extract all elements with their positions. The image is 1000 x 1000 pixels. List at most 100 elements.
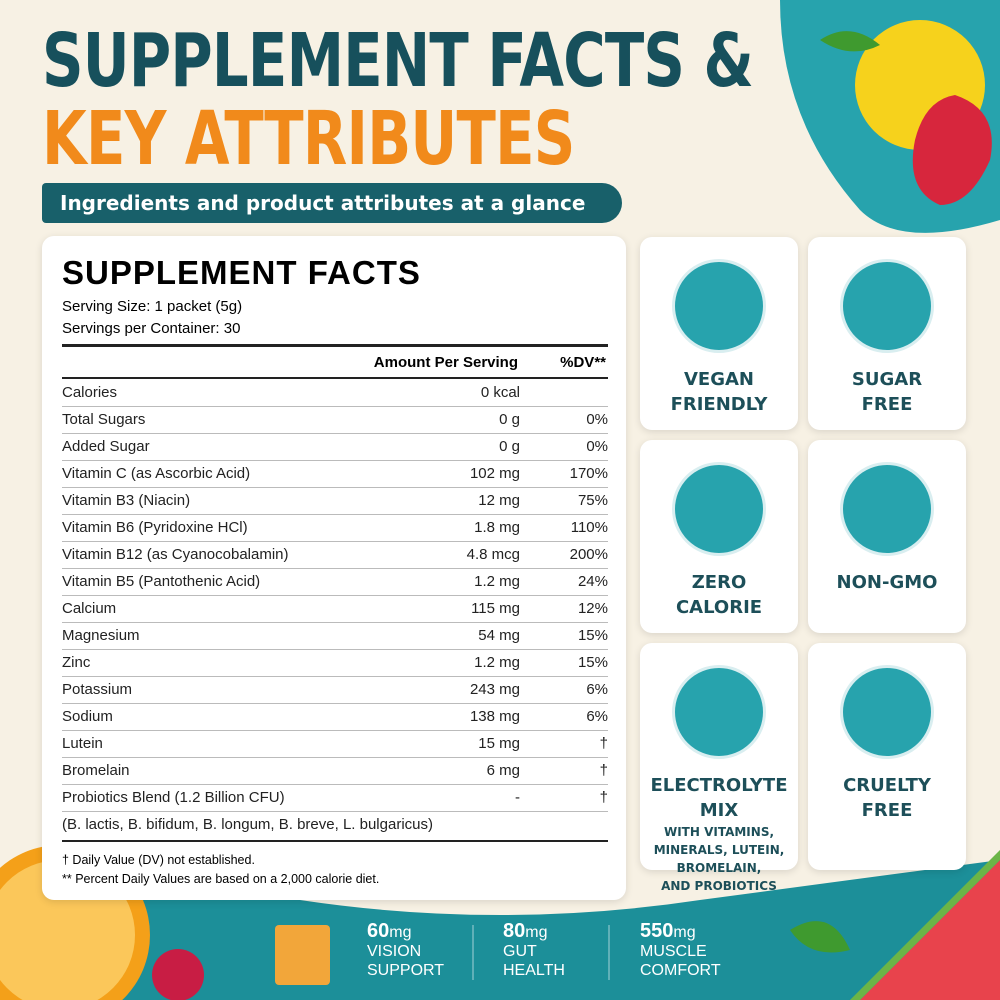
facts-row: (B. lactis, B. bifidum, B. longum, B. br… <box>62 811 608 842</box>
attribute-card: SUGAR FREE <box>808 237 966 430</box>
attribute-card: NON-GMO <box>808 440 966 633</box>
stat-unit: mg <box>389 924 412 941</box>
daily-value: 170% <box>569 465 608 482</box>
serving-size: Serving Size: 1 packet (5g) <box>62 298 243 315</box>
amount: 0 g <box>499 411 520 428</box>
amount: 6 mg <box>486 762 520 779</box>
daily-value: 15% <box>577 627 608 644</box>
stat-unit: mg <box>673 924 696 941</box>
facts-row: Probiotics Blend (1.2 Billion CFU) - † <box>62 784 608 812</box>
facts-row: Vitamin B12 (as Cyanocobalamin) 4.8 mcg 20… <box>62 541 608 569</box>
daily-value: 6% <box>586 681 608 698</box>
icon <box>840 665 934 759</box>
daily-value: † <box>599 789 608 806</box>
nutrient: Sodium <box>62 708 113 725</box>
attribute-card: VEGAN FRIENDLY <box>640 237 798 430</box>
subtitle: Ingredients and product attributes at a … <box>42 183 622 223</box>
attribute-detail: MINERALS, LUTEIN, <box>653 843 785 857</box>
amount: 115 mg <box>471 600 520 617</box>
facts-title: SUPPLEMENT FACTS <box>62 254 421 291</box>
icon <box>672 665 766 759</box>
daily-value: † <box>599 735 608 752</box>
attribute-detail: BROMELAIN, <box>676 861 762 875</box>
nutrient: Vitamin B12 (as Cyanocobalamin) <box>62 546 289 563</box>
icon <box>840 462 934 556</box>
column-header: %DV** <box>560 354 606 371</box>
stat-amount: 80 <box>503 920 526 942</box>
facts-row: Vitamin B3 (Niacin) 12 mg 75% <box>62 487 608 515</box>
title-line: SUPPLEMENT FACTS & <box>42 18 754 104</box>
facts-row: Magnesium 54 mg 15% <box>62 622 608 650</box>
icon <box>672 462 766 556</box>
nutrient: Probiotics Blend (1.2 Billion CFU) <box>62 789 285 806</box>
nutrient: Vitamin B3 (Niacin) <box>62 492 191 509</box>
stat-amount: 60 <box>367 920 390 942</box>
nutrient: Zinc <box>62 654 91 671</box>
amount: 0 kcal <box>480 384 520 401</box>
facts-row: Lutein 15 mg † <box>62 730 608 758</box>
facts-row: Vitamin B5 (Pantothenic Acid) 1.2 mg 24% <box>62 568 608 596</box>
nutrient: Bromelain <box>62 762 130 779</box>
strains: (B. lactis, B. bifidum, B. longum, B. br… <box>62 816 433 833</box>
facts-row: Added Sugar 0 g 0% <box>62 433 608 461</box>
amount: 1.2 mg <box>474 573 520 590</box>
facts-row: Calories 0 kcal <box>62 379 608 407</box>
facts-row: Total Sugars 0 g 0% <box>62 406 608 434</box>
attribute-detail: WITH VITAMINS, <box>663 825 775 839</box>
daily-value: 24% <box>577 573 608 590</box>
facts-row: Calcium 115 mg 12% <box>62 595 608 623</box>
stat-amount: 550 <box>640 920 674 942</box>
title-line: KEY ATTRIBUTES <box>42 96 575 182</box>
amount: 1.8 mg <box>474 519 520 536</box>
attribute-label: FREE <box>861 800 913 821</box>
facts-row: Bromelain 6 mg † <box>62 757 608 785</box>
attribute-label: FRIENDLY <box>670 394 768 415</box>
amount: - <box>515 789 520 806</box>
facts-row: Vitamin B6 (Pyridoxine HCl) 1.8 mg 110% <box>62 514 608 542</box>
column-header: Amount Per Serving <box>373 354 518 371</box>
daily-value: 15% <box>577 654 608 671</box>
attribute-label: CALORIE <box>675 597 763 618</box>
attribute-card: CRUELTY FREE <box>808 643 966 870</box>
amount: 15 mg <box>478 735 520 752</box>
attribute-card: ELECTROLYTE MIX WITH VITAMINS, MINERALS, L… <box>640 643 798 893</box>
stat-label: SUPPORT <box>367 962 445 979</box>
nutrient: Vitamin C (as Ascorbic Acid) <box>62 465 251 482</box>
nutrient: Added Sugar <box>62 438 150 455</box>
daily-value: 0% <box>586 438 608 455</box>
nutrient: Vitamin B5 (Pantothenic Acid) <box>62 573 261 590</box>
rule <box>62 344 608 347</box>
facts-row: Sodium 138 mg 6% <box>62 703 608 731</box>
nutrient: Vitamin B6 (Pyridoxine HCl) <box>62 519 248 536</box>
nutrient: Magnesium <box>62 627 140 644</box>
daily-value: † <box>599 762 608 779</box>
amount: 243 mg <box>469 681 520 698</box>
daily-value: 110% <box>570 519 608 536</box>
footnote: ** Percent Daily Values are based on a 2… <box>62 872 380 886</box>
footnote: † Daily Value (DV) not established. <box>62 853 255 867</box>
daily-value: 200% <box>569 546 608 563</box>
attribute-card: ZERO CALORIE <box>640 440 798 633</box>
stat-label: MUSCLE <box>640 943 707 960</box>
amount: 0 g <box>499 438 520 455</box>
stat-label: HEALTH <box>503 962 565 979</box>
attribute-label: FREE <box>861 394 913 415</box>
attribute-label: SUGAR <box>851 369 923 390</box>
attribute-label: CRUELTY <box>843 775 931 796</box>
facts-row: Potassium 243 mg 6% <box>62 676 608 704</box>
amount: 4.8 mcg <box>466 546 520 563</box>
facts-row: Vitamin C (as Ascorbic Acid) 102 mg 170% <box>62 460 608 488</box>
daily-value: 75% <box>577 492 608 509</box>
amount: 1.2 mg <box>474 654 520 671</box>
stat-label: VISION <box>367 943 422 960</box>
nutrient: Calcium <box>62 600 117 617</box>
facts-row: Zinc 1.2 mg 15% <box>62 649 608 677</box>
attribute-label: ELECTROLYTE MIX <box>650 775 788 821</box>
stat-unit: mg <box>525 924 548 941</box>
amount: 138 mg <box>469 708 520 725</box>
nutrient: Total Sugars <box>62 411 146 428</box>
attribute-label: NON-GMO <box>836 572 938 593</box>
nutrient: Calories <box>62 384 118 401</box>
amount: 102 mg <box>469 465 520 482</box>
